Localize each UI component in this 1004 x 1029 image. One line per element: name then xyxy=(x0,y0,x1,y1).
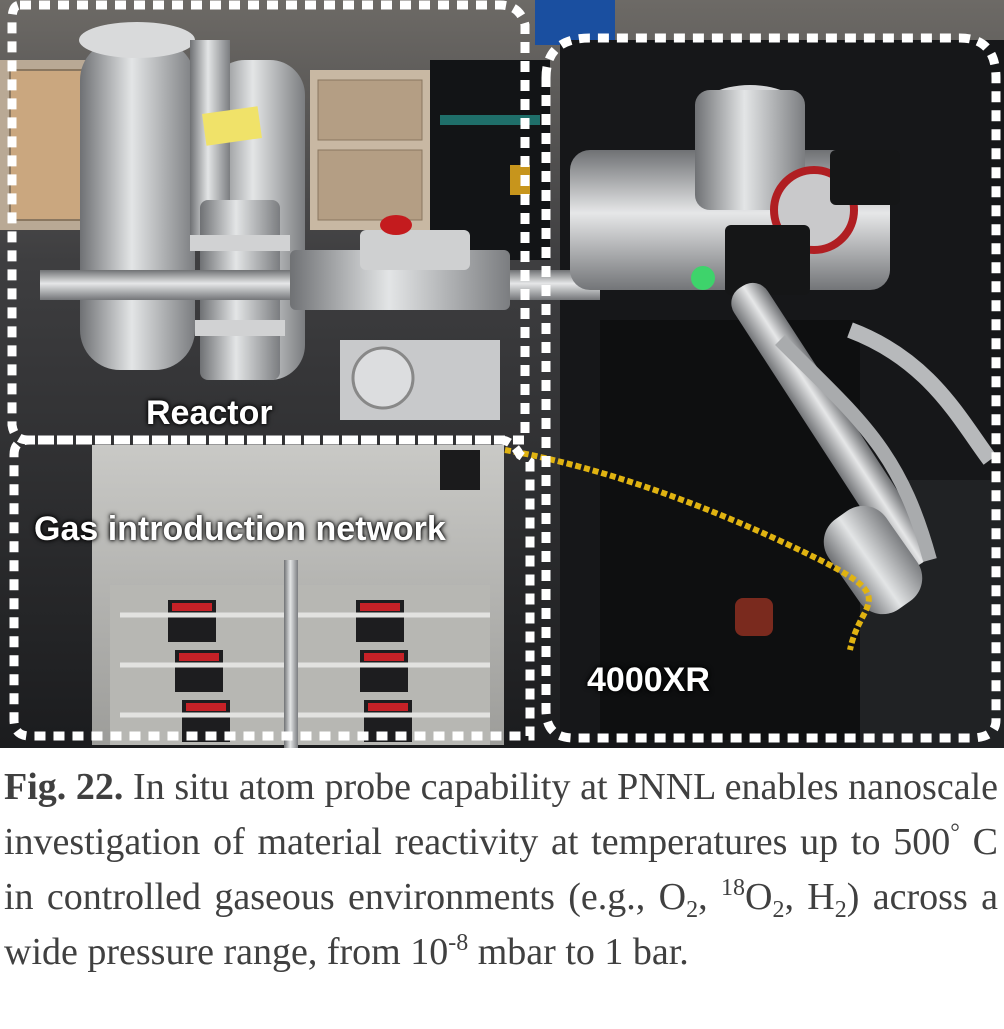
subscript-18o2: 2 xyxy=(772,897,785,923)
caption-text-5: , H xyxy=(784,876,835,918)
figure-number: Fig. 22. xyxy=(4,766,124,808)
lab-photo: Reactor Gas introduction network 4000XR xyxy=(0,0,1004,748)
degree-symbol: ° xyxy=(950,820,960,846)
caption-text-1: In situ atom probe capability at PNNL en… xyxy=(4,766,998,863)
superscript-18: 18 xyxy=(720,875,745,901)
caption-text-7: mbar to 1 bar. xyxy=(468,931,689,973)
superscript-exponent: -8 xyxy=(448,930,469,956)
photo-illustration xyxy=(0,0,1004,748)
caption-text-2: C in controlled gaseous environments (e.… xyxy=(4,821,998,918)
instrument-4000xr-label: 4000XR xyxy=(587,661,710,699)
caption-text-4: O xyxy=(744,876,773,918)
figure-caption: Fig. 22. In situ atom probe capability a… xyxy=(4,760,998,980)
caption-text-6: ) across a wide pressure range, from 10 xyxy=(4,876,998,973)
caption-text-3: , xyxy=(698,876,721,918)
subscript-o2: 2 xyxy=(686,897,699,923)
reactor-label: Reactor xyxy=(146,394,273,432)
gas-introduction-network-label: Gas introduction network xyxy=(34,510,446,548)
subscript-h2: 2 xyxy=(834,897,847,923)
